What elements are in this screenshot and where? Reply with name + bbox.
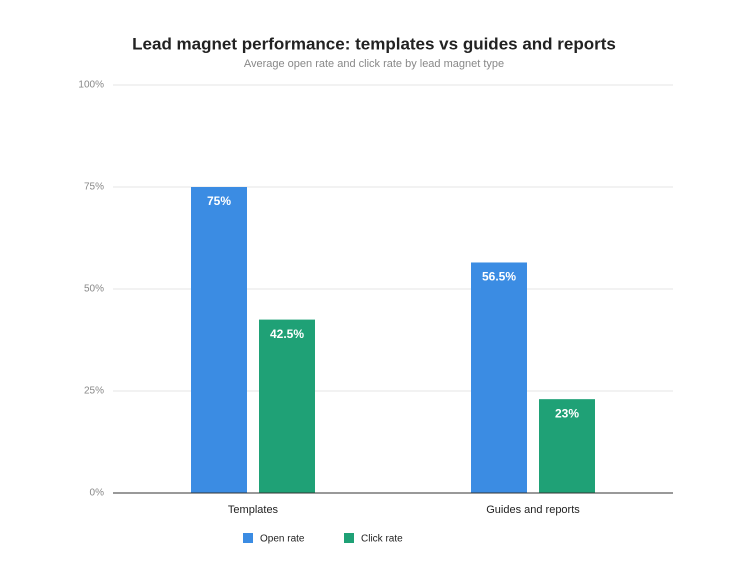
y-tick-label: 100% — [78, 80, 104, 91]
chart-title: Lead magnet performance: templates vs gu… — [132, 34, 616, 53]
y-tick-label: 50% — [84, 284, 104, 295]
chart-subtitle: Average open rate and click rate by lead… — [244, 58, 504, 70]
bar — [539, 399, 595, 493]
legend-swatch — [344, 533, 354, 543]
bar — [191, 187, 247, 493]
y-tick-label: 75% — [84, 182, 104, 193]
data-label: 56.5% — [482, 270, 516, 284]
y-tick-label: 0% — [90, 488, 105, 499]
data-label: 42.5% — [270, 327, 304, 341]
legend-label: Click rate — [361, 534, 403, 545]
bar — [471, 262, 527, 493]
legend-swatch — [243, 533, 253, 543]
x-tick-label: Guides and reports — [486, 504, 580, 516]
bar — [259, 319, 315, 493]
data-label: 75% — [207, 194, 231, 208]
data-label: 23% — [555, 406, 579, 420]
legend-label: Open rate — [260, 534, 305, 545]
y-tick-label: 25% — [84, 386, 104, 397]
x-tick-label: Templates — [228, 504, 279, 516]
